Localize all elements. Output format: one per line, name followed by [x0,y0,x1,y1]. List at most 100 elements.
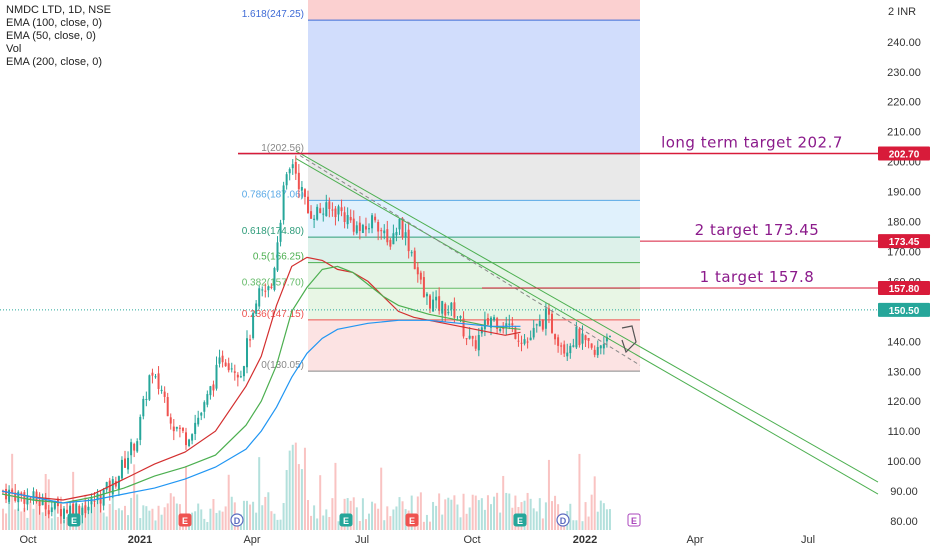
volume-bar [477,500,480,530]
fib-zone-top [308,0,640,21]
trend-lines [0,150,879,495]
y-tick-label: 240.00 [887,37,921,49]
candle-body [59,509,62,517]
candle-body [425,293,428,297]
candle-body [233,371,236,373]
candle-body [212,384,215,391]
candle-body [169,417,172,424]
volume-bar [197,503,200,530]
candle-body [297,172,300,190]
candle-body [267,286,270,291]
volume-bar [496,492,499,530]
volume-bar [371,501,374,530]
event-marker [230,513,244,527]
currency-label: 2 INR [888,6,916,18]
candle-body [157,373,160,389]
candle-body [529,337,532,341]
candle-body [605,336,608,342]
volume-bar [175,503,178,530]
volume-bar [535,511,538,530]
fib-zone [308,262,640,289]
candle-body [72,504,75,517]
candle-body [599,345,602,349]
volume-bar [297,464,300,530]
volume-bar [148,510,151,530]
candle-body [230,368,233,370]
volume-bar [276,519,279,530]
time-axis[interactable]: Oct 2021 Apr Jul Oct 2022 Apr Jul [19,534,815,546]
fib-zone [308,288,640,320]
volume-bar [200,509,203,530]
candle-body [78,505,81,515]
x-tick-label: Oct [19,534,36,546]
volume-bar [41,512,44,530]
volume-bar [32,508,35,530]
candle-body [419,272,422,280]
event-marker-label: E [71,516,77,526]
candle-body [429,295,431,309]
candle-body [523,339,526,344]
ema-line [1,319,521,504]
volume-bar [227,474,230,530]
y-tick-label: 190.00 [887,187,921,199]
candle-body [575,326,578,348]
candle-body [63,508,65,519]
candle-body [340,207,343,212]
candle-body [172,426,175,432]
volume-bar [554,495,557,530]
volume-bar [587,516,590,530]
volume-bar [337,521,340,530]
volume-bar [459,517,462,530]
candle-body [224,362,227,367]
volume-bar [438,493,441,530]
volume-bar [53,500,56,530]
candle-body [416,267,419,275]
volume-bar [120,510,123,530]
candle-body [572,345,575,347]
volume-bar [136,494,139,530]
volume-bar [279,519,282,530]
candle-body [441,301,444,314]
x-tick-label: Apr [686,534,703,546]
event-marker-label: E [343,516,349,526]
volume-bar [368,513,370,530]
volume-bar [569,503,572,530]
candle-body [547,308,550,315]
candle-body [432,299,435,312]
volume-bar [334,462,337,530]
ema-line [1,256,521,501]
volume-bar [206,521,209,530]
candle-body [541,320,544,330]
volume-bar [590,494,593,530]
legend-ema100: EMA (100, close, 0) [6,17,102,29]
candle-body [291,164,294,169]
volume-bar [444,499,447,530]
candle-body [587,337,590,341]
candle-body [142,398,145,417]
candle-body [368,228,370,230]
volume-bar [331,498,334,530]
y-tick-label: 80.00 [890,516,918,528]
candle-body [322,213,325,215]
price-axis[interactable]: 80.00 90.00 100.00 110.00 120.00 130.00 140.00… [878,37,930,528]
candle-body [252,312,255,339]
x-tick-label: Jul [801,534,815,546]
candle-body [307,196,309,214]
candle-body [175,426,178,429]
volume-bar [139,518,142,530]
candle-body [197,417,200,425]
volume-bar [383,520,386,530]
candle-body [258,288,261,307]
event-marker [627,513,641,527]
candle-body [371,215,374,229]
target-annotation: 1 target 157.8 [700,268,815,286]
candle-body [127,457,130,470]
event-marker-label: E [631,516,637,526]
candle-body [578,328,581,346]
candle-body [185,432,187,446]
volume-bar [258,457,261,530]
volume-bar [130,497,133,530]
volume-bar [395,506,398,530]
